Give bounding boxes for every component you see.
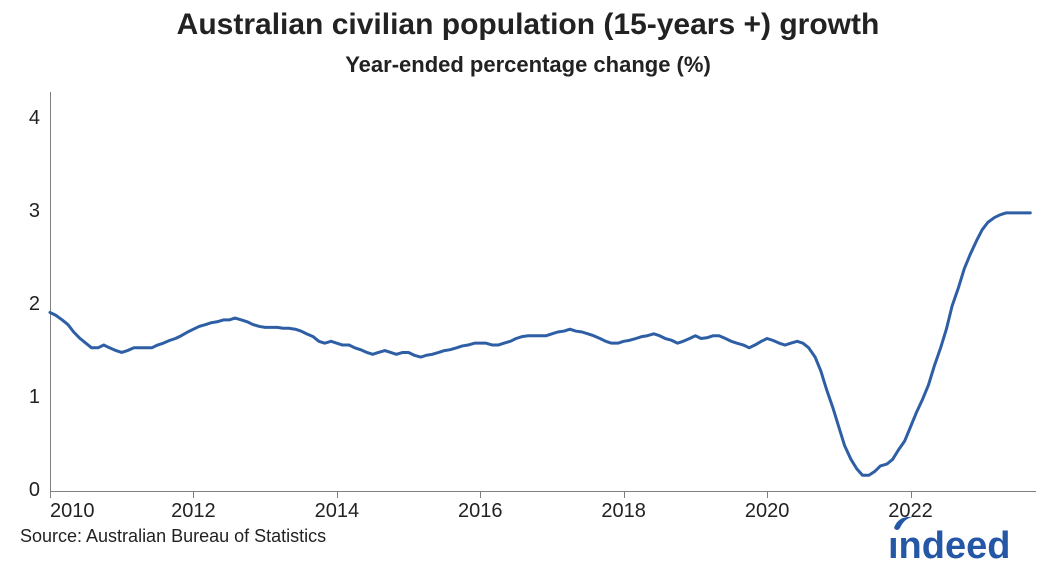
- x-tick-mark: [193, 492, 194, 498]
- plot-area: [50, 92, 1036, 492]
- x-tick-mark: [50, 492, 51, 498]
- x-tick-mark: [337, 492, 338, 498]
- indeed-logo: ındeed: [888, 514, 1038, 569]
- y-tick-label: 3: [0, 200, 40, 223]
- source-text: Source: Australian Bureau of Statistics: [20, 526, 326, 547]
- x-tick-mark: [624, 492, 625, 498]
- x-tick-label: 2012: [153, 500, 233, 523]
- y-tick-label: 0: [0, 479, 40, 502]
- x-tick-label: 2014: [297, 500, 377, 523]
- y-tick-label: 2: [0, 293, 40, 316]
- chart-subtitle: Year-ended percentage change (%): [0, 52, 1056, 78]
- x-tick-label: 2020: [727, 500, 807, 523]
- logo-text: ındeed: [888, 525, 1010, 564]
- x-tick-mark: [911, 492, 912, 498]
- series-path: [50, 213, 1030, 475]
- x-tick-label: 2018: [584, 500, 664, 523]
- x-tick-mark: [480, 492, 481, 498]
- line-series: [50, 92, 1036, 492]
- chart-root: Australian civilian population (15-years…: [0, 0, 1056, 577]
- x-tick-label: 2016: [440, 500, 520, 523]
- chart-title: Australian civilian population (15-years…: [0, 8, 1056, 42]
- y-tick-label: 4: [0, 107, 40, 130]
- x-tick-mark: [767, 492, 768, 498]
- y-tick-label: 1: [0, 386, 40, 409]
- x-tick-label: 2010: [50, 500, 130, 523]
